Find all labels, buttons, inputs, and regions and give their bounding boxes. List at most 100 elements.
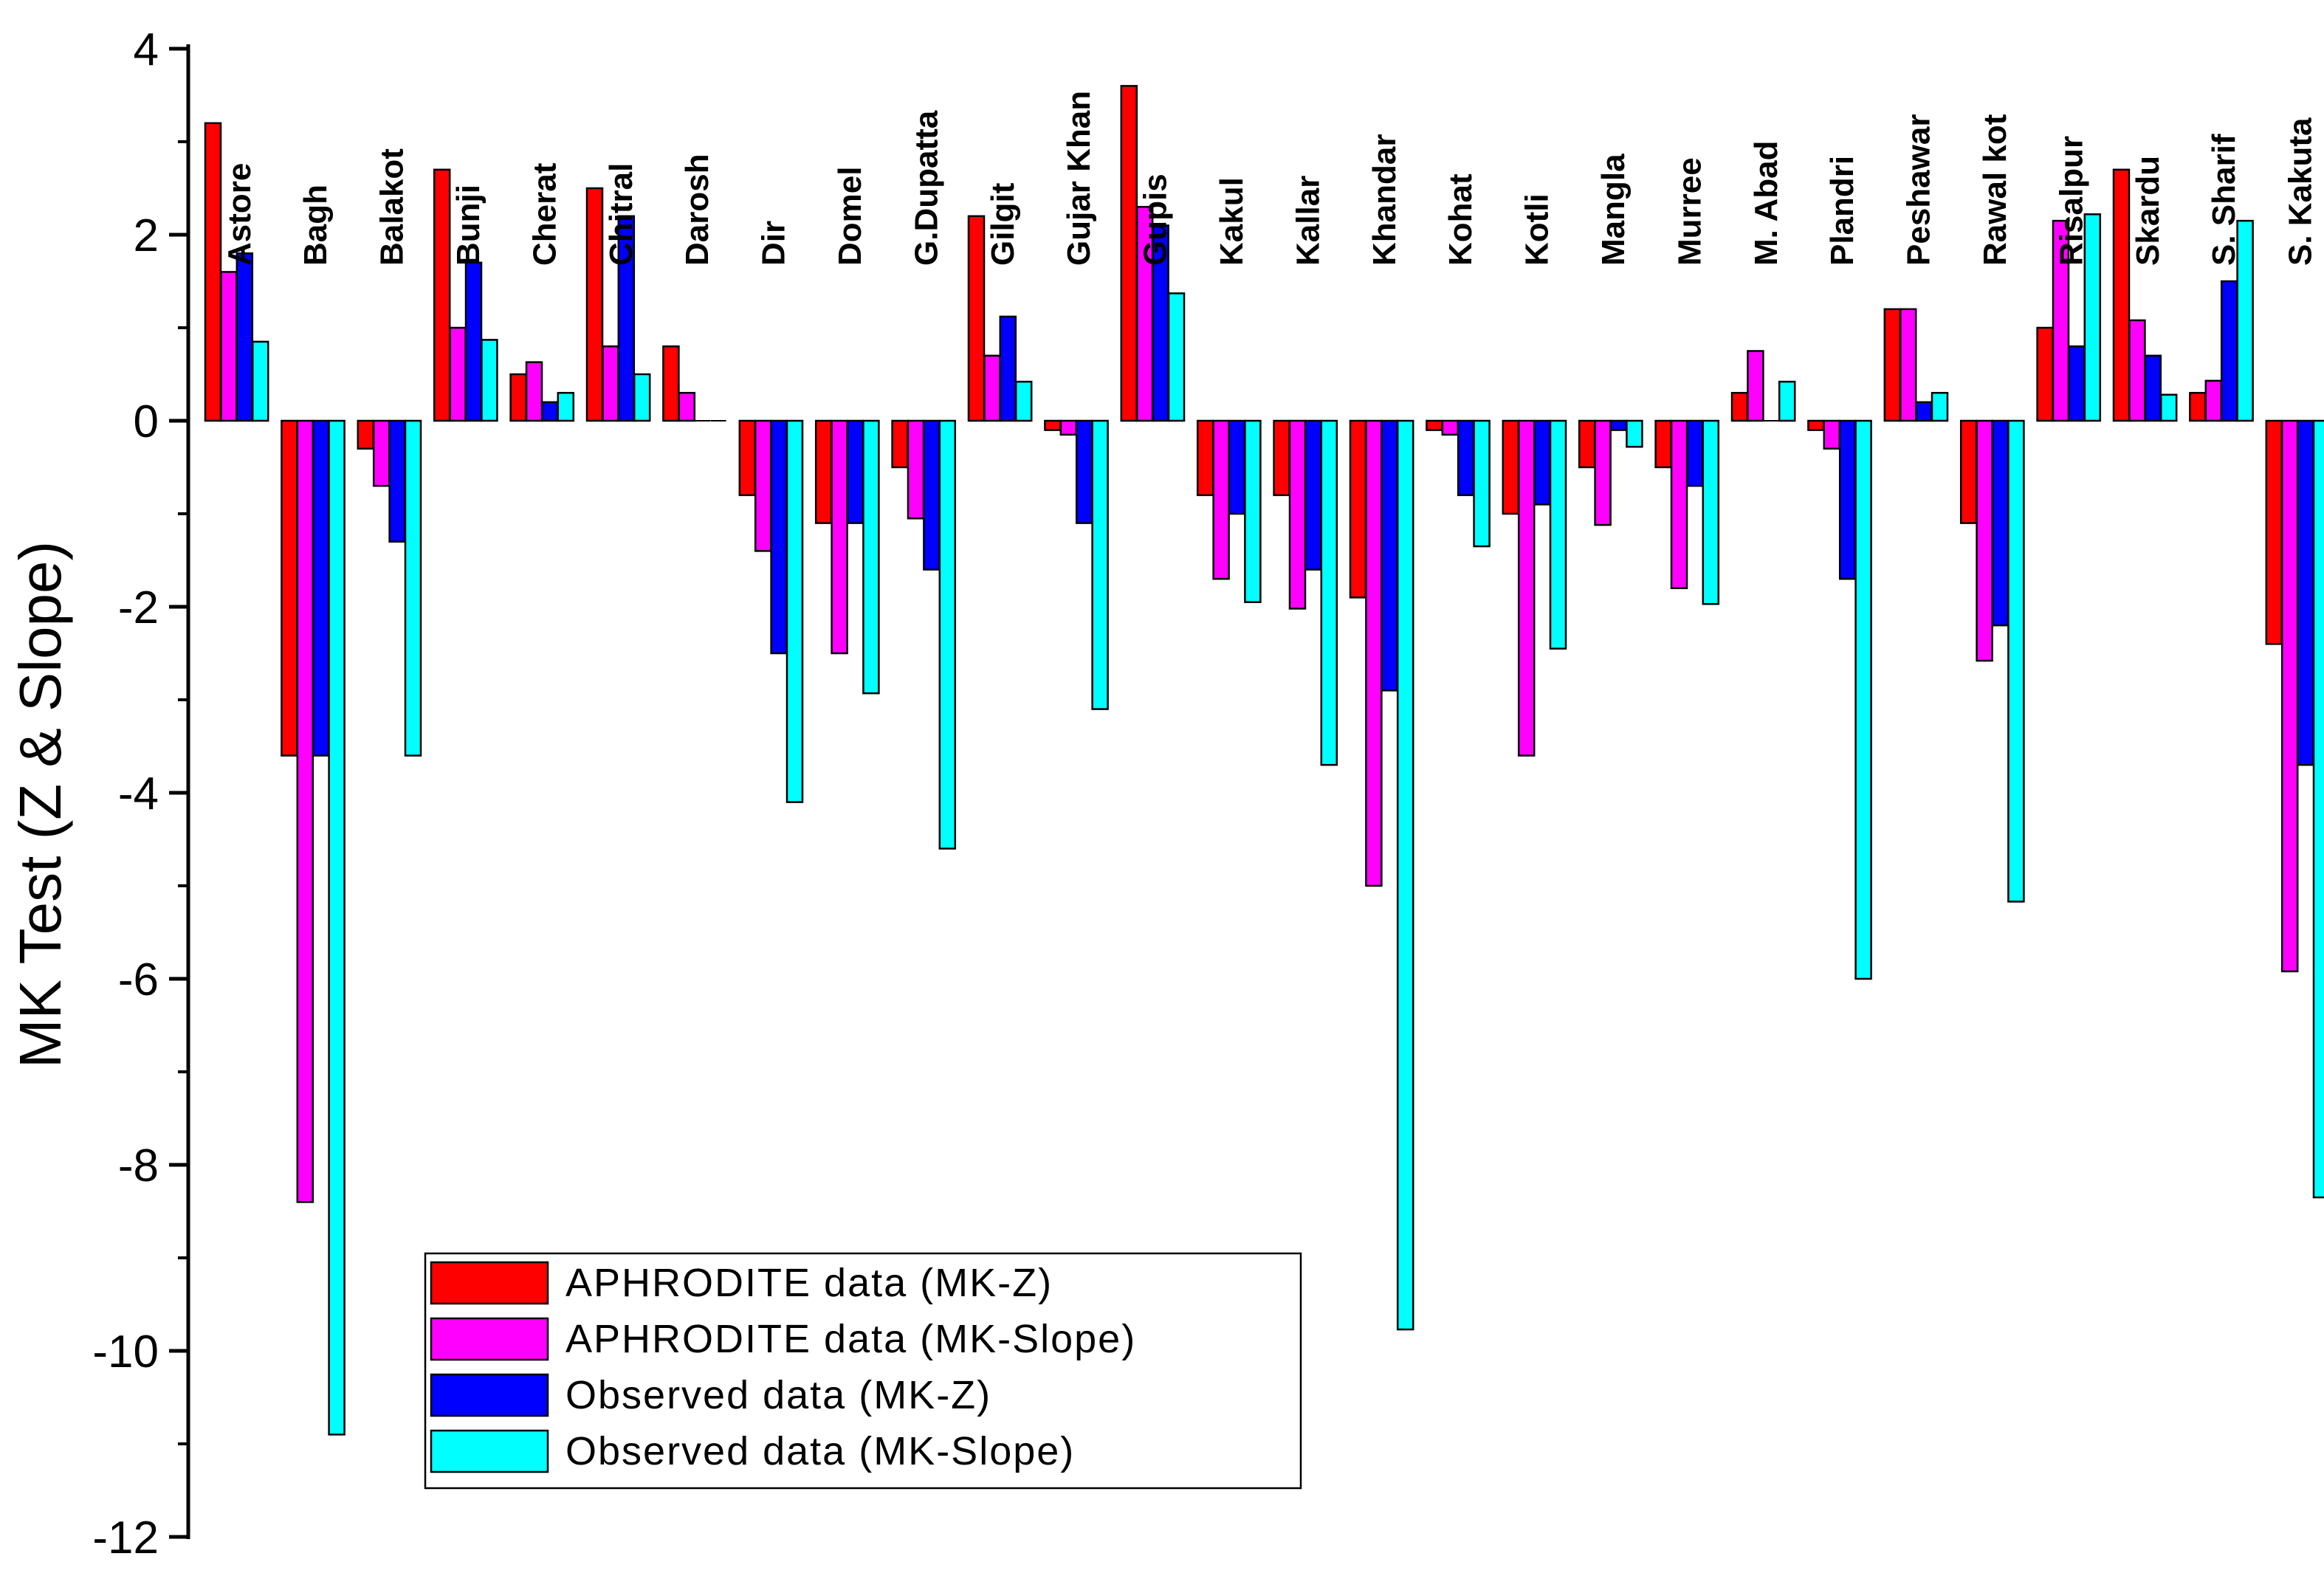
- y-tick-label: -2: [118, 582, 159, 633]
- bar-22-3: [1931, 391, 1949, 422]
- legend: APHRODITE data (MK-Z) APHRODITE data (MK-…: [424, 1252, 1302, 1490]
- station-label: S. Kakuta: [2283, 117, 2319, 266]
- legend-entry: Observed data (MK-Z): [565, 1373, 991, 1417]
- bar-24-2: [2068, 345, 2086, 422]
- bar-22-1: [1899, 308, 1917, 422]
- bar-22-2: [1915, 401, 1933, 422]
- bar-24-3: [2083, 213, 2102, 422]
- bar-8-1: [831, 419, 848, 655]
- bar-1-2: [312, 419, 330, 757]
- bar-25-0: [2112, 168, 2131, 422]
- station-label: Peshawar: [1901, 114, 1937, 266]
- legend-swatch: [430, 1317, 549, 1361]
- station-label: Chitral: [603, 163, 639, 266]
- station-label: Khandar: [1366, 134, 1403, 266]
- bar-17-1: [1517, 419, 1536, 757]
- y-tick-label: -12: [92, 1513, 159, 1563]
- bar-21-3: [1854, 419, 1872, 980]
- bar-2-3: [404, 419, 422, 757]
- bar-20-3: [1778, 380, 1796, 422]
- bar-21-2: [1838, 419, 1857, 580]
- station-label: Bagh: [298, 185, 334, 266]
- station-label: Kallar: [1290, 176, 1326, 266]
- legend-entry: APHRODITE data (MK-Z): [565, 1261, 1053, 1305]
- bar-2-2: [388, 419, 406, 543]
- bar-20-0: [1730, 391, 1749, 422]
- bar-25-2: [2144, 354, 2162, 422]
- bar-12-3: [1167, 292, 1186, 422]
- bar-18-3: [1626, 419, 1643, 448]
- station-label: Murree: [1671, 157, 1708, 266]
- bar-20-1: [1747, 350, 1764, 422]
- bar-18-0: [1578, 419, 1596, 469]
- bar-10-0: [967, 215, 986, 422]
- bar-13-2: [1228, 419, 1246, 515]
- station-label: Bunji: [450, 185, 487, 266]
- station-label: Astore: [221, 163, 258, 266]
- bar-11-1: [1059, 419, 1078, 436]
- bar-16-3: [1473, 419, 1491, 548]
- station-labels: Astore Bagh Balakot Bunji Cherat Chitral Daros…: [221, 91, 2319, 266]
- station-label: G.Dupatta: [908, 110, 944, 266]
- bar-15-3: [1396, 419, 1414, 1331]
- legend-entry: Observed data (MK-Slope): [565, 1429, 1075, 1473]
- legend-box: [424, 1252, 1302, 1490]
- bar-14-2: [1304, 419, 1322, 571]
- bar-0-0: [204, 122, 222, 422]
- bar-1-1: [296, 419, 314, 1203]
- bar-7-3: [785, 419, 804, 803]
- bar-27-0: [2265, 419, 2283, 645]
- bar-19-3: [1702, 419, 1720, 605]
- bar-23-0: [1959, 419, 1978, 524]
- bar-21-1: [1823, 419, 1841, 450]
- station-label: Gujar Khan: [1061, 91, 1097, 266]
- bar-16-1: [1441, 419, 1460, 436]
- bar-15-0: [1349, 419, 1367, 599]
- bar-27-1: [2280, 419, 2299, 973]
- station-label: Gilgit: [985, 182, 1021, 266]
- bar-8-0: [814, 419, 833, 524]
- bar-7-2: [770, 419, 788, 655]
- bar-0-2: [236, 252, 254, 422]
- station-label: Skardu: [2130, 156, 2166, 266]
- bar-0-3: [251, 340, 269, 422]
- station-label: Balakot: [374, 148, 410, 266]
- bar-23-3: [2007, 419, 2025, 903]
- bar-25-3: [2159, 393, 2178, 422]
- y-tick-label: 2: [134, 210, 159, 261]
- bar-18-2: [1609, 419, 1628, 431]
- y-tick-label: -4: [118, 768, 159, 819]
- station-label: Rawal kot: [1977, 114, 2013, 266]
- station-label: Kohat: [1443, 173, 1479, 266]
- bar-15-1: [1365, 419, 1383, 887]
- bar-6-0: [662, 345, 680, 422]
- bar-9-3: [938, 419, 957, 850]
- bar-3-0: [433, 168, 451, 422]
- bar-1-3: [328, 419, 345, 1436]
- station-label: S. Sharif: [2206, 134, 2242, 266]
- bar-27-2: [2297, 419, 2314, 766]
- y-tick-label: 0: [134, 396, 159, 447]
- bar-5-3: [633, 373, 651, 422]
- legend-swatch: [430, 1429, 549, 1473]
- bar-9-0: [891, 419, 909, 469]
- bar-25-1: [2128, 319, 2146, 422]
- bar-26-3: [2236, 219, 2254, 422]
- legend-entry: APHRODITE data (MK-Slope): [565, 1317, 1136, 1361]
- bar-27-3: [2312, 419, 2324, 1199]
- y-axis: 4 2 0 -2 -4 -6 -8 -10 -12: [92, 24, 190, 1563]
- y-axis-title: MK Test (Z & Slope): [7, 541, 73, 1068]
- bar-7-1: [754, 419, 772, 552]
- bar-17-3: [1549, 419, 1567, 650]
- y-tick-label: -6: [118, 954, 159, 1005]
- station-label: Risalpur: [2053, 136, 2089, 266]
- station-label: Gupis: [1138, 173, 1174, 266]
- bar-13-3: [1244, 419, 1262, 603]
- bar-13-0: [1196, 419, 1214, 497]
- bar-17-2: [1533, 419, 1551, 506]
- bar-19-2: [1686, 419, 1704, 487]
- bar-7-0: [738, 419, 757, 497]
- bars-layer: [204, 85, 2324, 1436]
- station-label: M. Abad: [1748, 141, 1784, 266]
- bar-8-3: [862, 419, 880, 695]
